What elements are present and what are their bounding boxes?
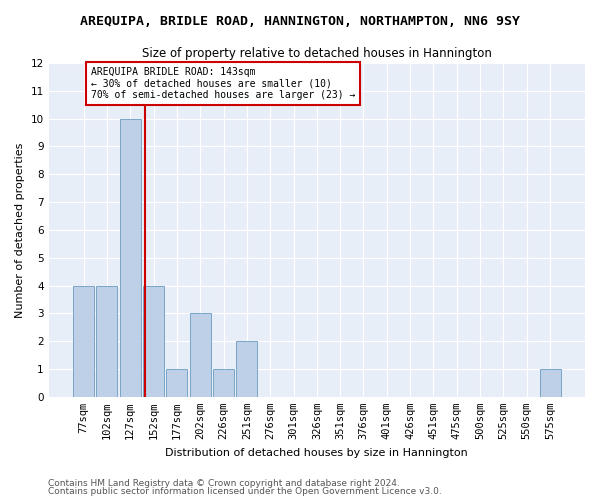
Bar [213, 369, 234, 397]
Bar [539, 369, 560, 397]
Text: AREQUIPA BRIDLE ROAD: 143sqm
← 30% of detached houses are smaller (10)
70% of se: AREQUIPA BRIDLE ROAD: 143sqm ← 30% of de… [91, 67, 355, 100]
Text: AREQUIPA, BRIDLE ROAD, HANNINGTON, NORTHAMPTON, NN6 9SY: AREQUIPA, BRIDLE ROAD, HANNINGTON, NORTH… [80, 15, 520, 28]
Text: Contains public sector information licensed under the Open Government Licence v3: Contains public sector information licen… [48, 487, 442, 496]
Bar [143, 286, 164, 397]
Y-axis label: Number of detached properties: Number of detached properties [15, 142, 25, 318]
Bar [97, 286, 118, 397]
Text: Contains HM Land Registry data © Crown copyright and database right 2024.: Contains HM Land Registry data © Crown c… [48, 478, 400, 488]
Bar [120, 118, 140, 397]
Bar [73, 286, 94, 397]
Bar [190, 314, 211, 397]
X-axis label: Distribution of detached houses by size in Hannington: Distribution of detached houses by size … [166, 448, 468, 458]
Title: Size of property relative to detached houses in Hannington: Size of property relative to detached ho… [142, 48, 492, 60]
Bar [166, 369, 187, 397]
Bar [236, 341, 257, 397]
